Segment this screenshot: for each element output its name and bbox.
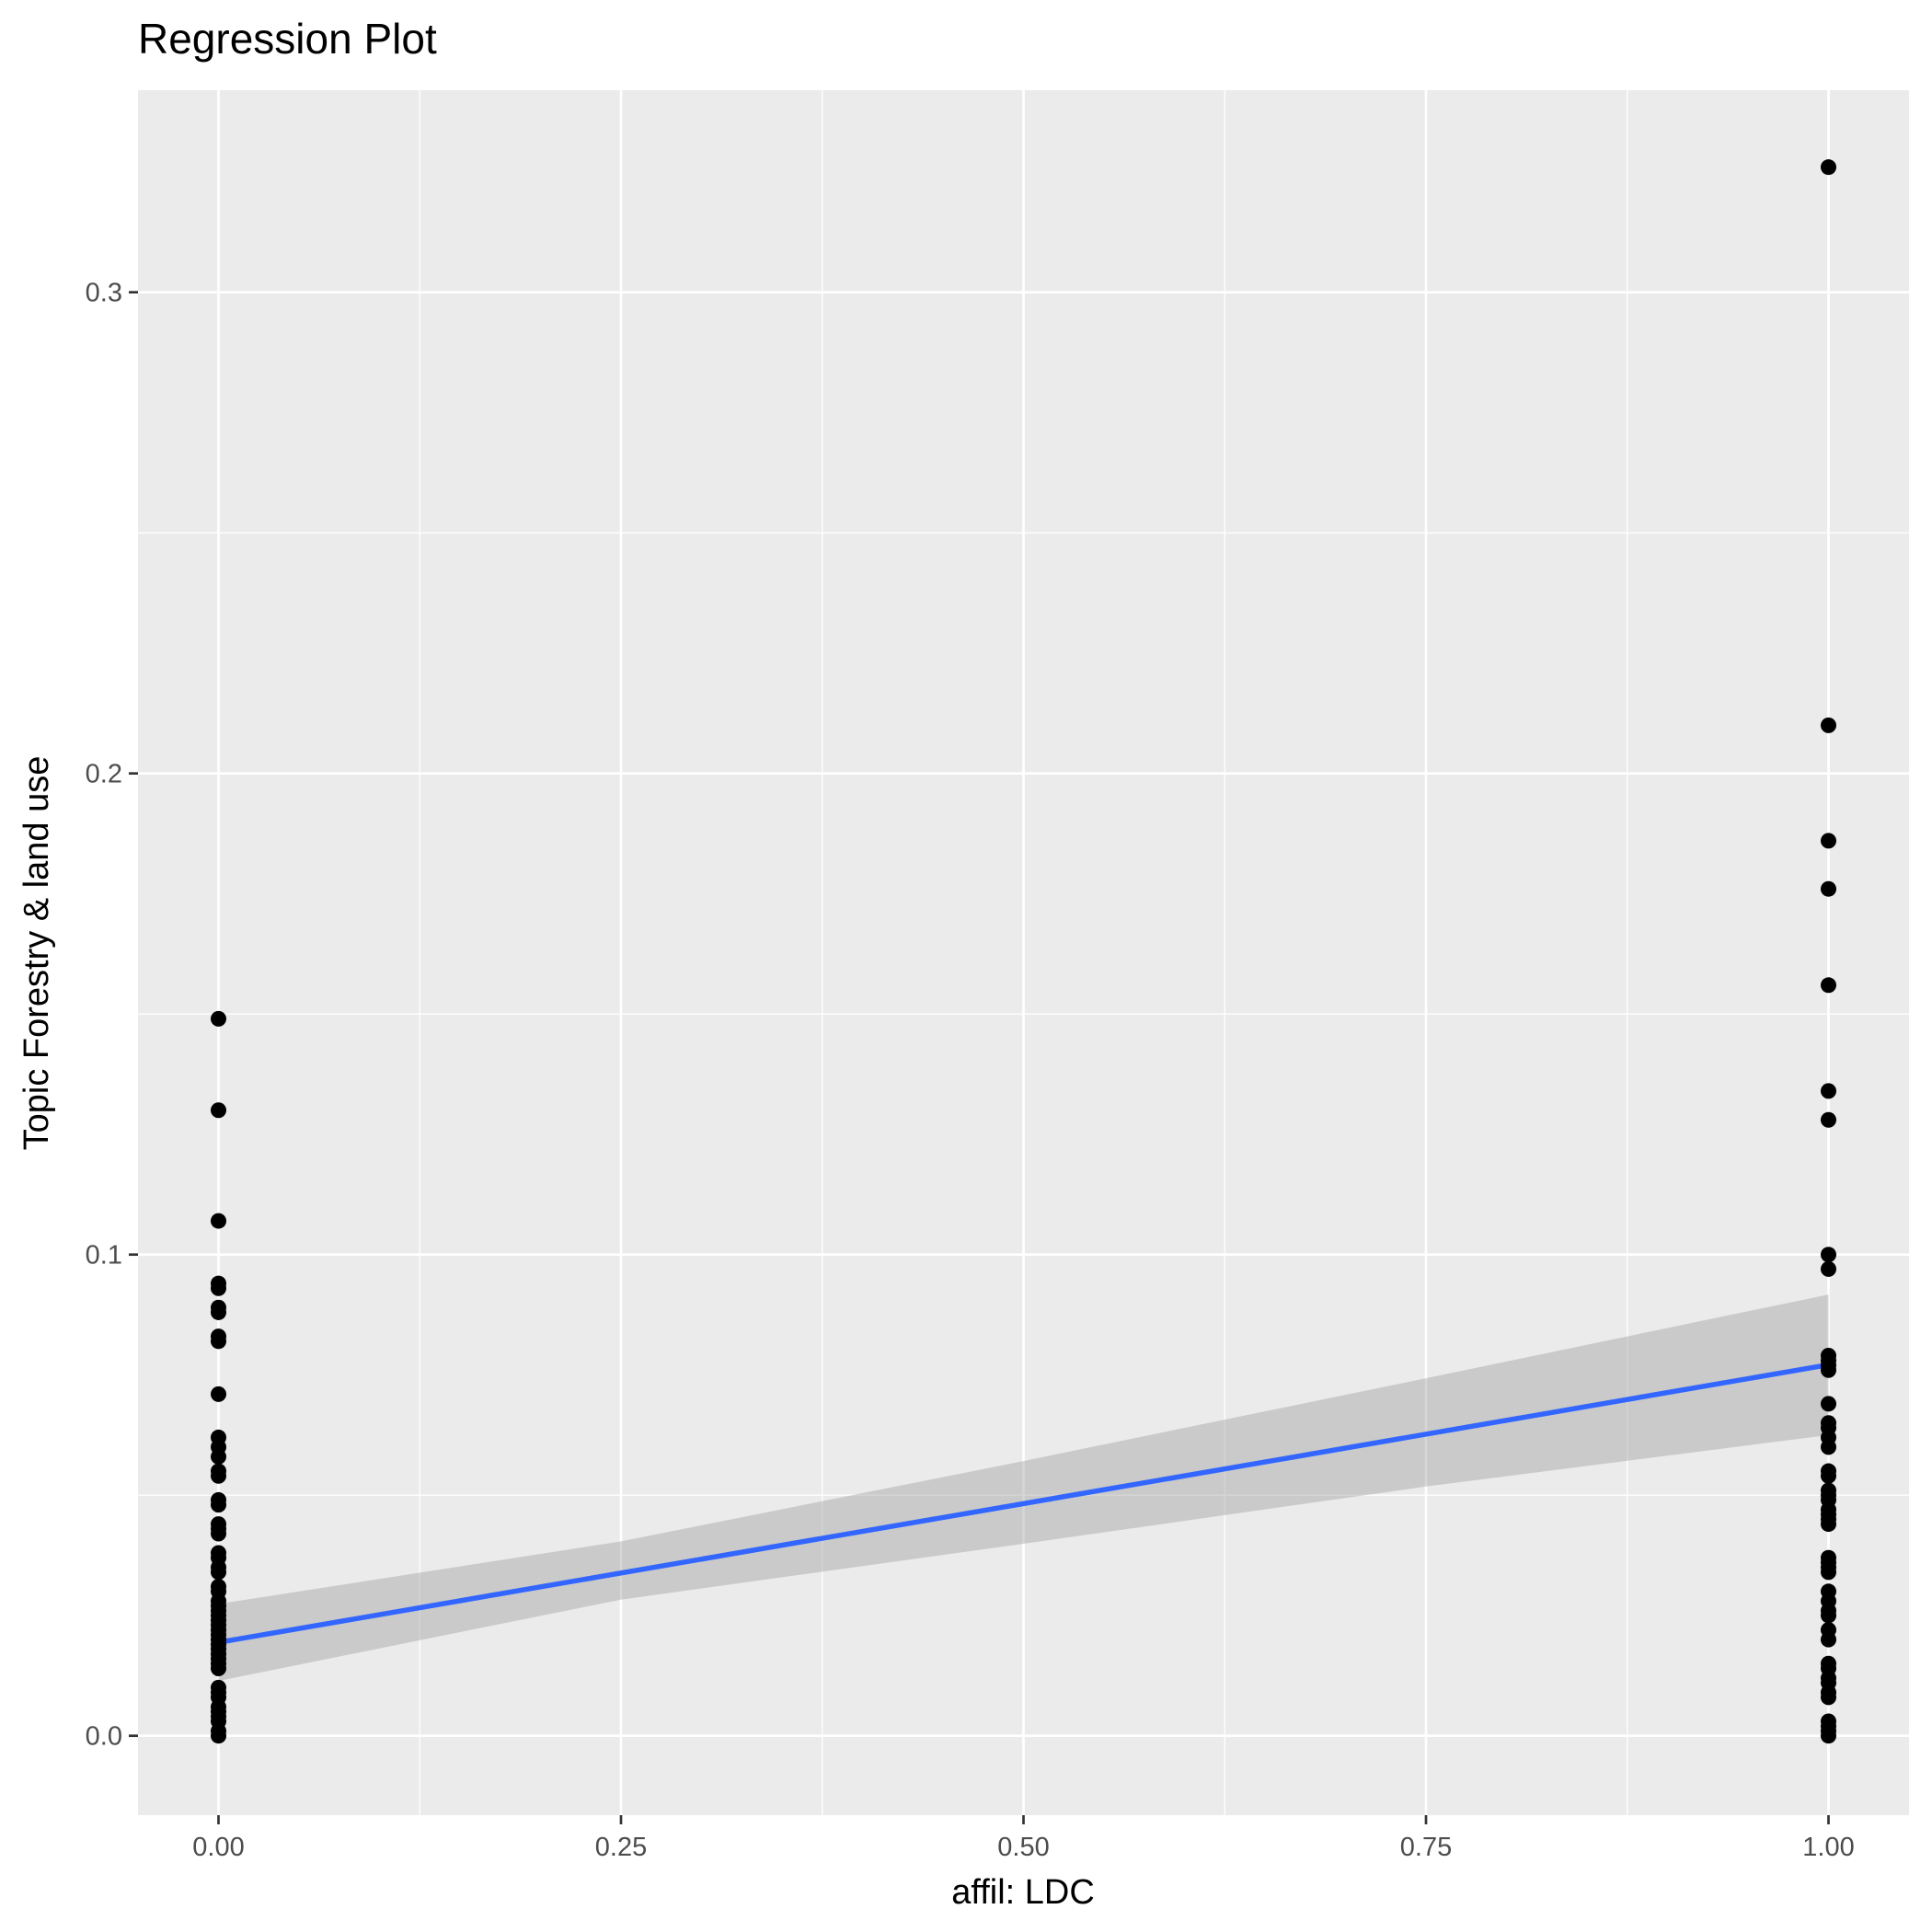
x-tick-label: 1.00 (1802, 1833, 1854, 1862)
y-tick-label: 0.0 (86, 1722, 122, 1752)
x-tick-label: 0.50 (997, 1833, 1049, 1862)
data-point (1821, 1607, 1836, 1624)
data-point (211, 1386, 226, 1402)
x-tick-label: 0.00 (192, 1833, 244, 1862)
data-point (1821, 1260, 1836, 1277)
data-point (1821, 1564, 1836, 1581)
data-point (1821, 1362, 1836, 1378)
data-point (211, 1728, 226, 1744)
confidence-band (218, 1294, 1829, 1682)
y-tick-label: 0.1 (86, 1241, 122, 1271)
regression-line (218, 1362, 1829, 1645)
chart-title: Regression Plot (138, 15, 437, 63)
data-point (1821, 1111, 1836, 1128)
data-point (211, 1304, 226, 1320)
data-point (211, 1010, 226, 1027)
data-point (1821, 1467, 1836, 1484)
data-point (211, 1280, 226, 1296)
data-point (1821, 1396, 1836, 1412)
data-point (211, 1525, 226, 1542)
data-point (1821, 159, 1836, 176)
x-tick-label: 0.75 (1400, 1833, 1452, 1862)
data-points (211, 159, 1836, 1744)
data-point (1821, 1689, 1836, 1706)
data-point (1821, 717, 1836, 733)
data-point (211, 1467, 226, 1484)
data-point (211, 1333, 226, 1350)
x-tick-label: 0.25 (595, 1833, 647, 1862)
data-point (1821, 1631, 1836, 1648)
data-point (211, 1213, 226, 1229)
data-point (211, 1564, 226, 1581)
data-point (1821, 1516, 1836, 1533)
data-point (211, 1102, 226, 1119)
data-point (211, 1448, 226, 1465)
y-axis-ticks: 0.0 0.1 0.2 0.3 (86, 279, 138, 1752)
data-point (1821, 880, 1836, 897)
data-point (211, 1660, 226, 1676)
y-tick-label: 0.2 (86, 760, 122, 789)
data-point (1821, 833, 1836, 849)
y-axis-title: Topic Forestry & land use (17, 756, 56, 1151)
data-point (1821, 1728, 1836, 1744)
data-point (1821, 1083, 1836, 1099)
major-grid (138, 90, 1909, 1815)
data-point (1821, 1439, 1836, 1455)
data-point (1821, 1247, 1836, 1263)
data-point (211, 1497, 226, 1513)
data-point (1821, 977, 1836, 994)
y-tick-label: 0.3 (86, 279, 122, 308)
x-axis-ticks: 0.00 0.25 0.50 0.75 1.00 (192, 1815, 1855, 1862)
x-axis-title: affil: LDC (951, 1873, 1095, 1912)
